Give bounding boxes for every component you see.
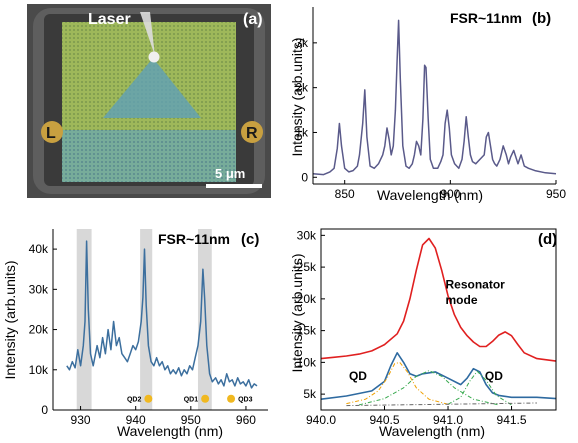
panel-c-ytick-label: 10k: [29, 363, 49, 377]
panel-c-xtick-label: 940: [126, 413, 146, 427]
panel-b-label: (b): [532, 10, 551, 27]
panel-d-ytick-label: 30k: [297, 228, 317, 242]
panel-c-qd-dot-label: QD1: [184, 397, 199, 404]
panel-c-qd-dot: [227, 394, 236, 403]
panel-b-ylabel: Intensity (arb.units): [289, 37, 305, 156]
panel-d-annotation: QD: [485, 369, 503, 383]
panel-b-xlabel: Wavelength (nm): [377, 187, 483, 203]
panel-d-xtick-label: 940.5: [369, 413, 399, 427]
laser-beam: [140, 12, 155, 56]
panel-d-chart: 940.0 940.5 941.0 941.5 5k 10k 15k 20k 25k 30k Res…: [289, 228, 557, 439]
panel-c-xtick-label: 960: [236, 413, 256, 427]
panel-b-ytick-label: 3k: [295, 36, 309, 50]
contact-pad-right: [241, 121, 263, 143]
panel-c-label: (c): [241, 231, 259, 248]
panel-c-ytick-label: 30k: [29, 282, 49, 296]
panel-c-xtick-label: 930: [71, 413, 91, 427]
scalebar: [206, 184, 262, 188]
panel-c-xtick-label: 950: [181, 413, 201, 427]
panel-c-qd-dot: [144, 394, 153, 403]
panel-d-xlabel: Wavelength (nm): [379, 423, 485, 439]
contact-left-label: L: [46, 125, 56, 142]
panel-d-ytick-label: 20k: [297, 292, 317, 306]
panel-d-ytick-label: 10k: [297, 355, 317, 369]
laser-label: Laser: [88, 11, 131, 28]
panel-c-qd-dot-label: QD3: [238, 397, 253, 404]
scalebar-label: 5 μm: [215, 166, 245, 181]
panel-b-series-0: [312, 19, 557, 176]
panel-d-frame: [320, 228, 557, 411]
panel-b-ytick-label: 0: [301, 170, 308, 184]
panel-c-qd-dot: [201, 394, 210, 403]
panel-b-ytick-label: 1k: [295, 125, 309, 139]
waveguide-taper: [103, 58, 201, 118]
panel-d-annotation: mode: [445, 293, 477, 307]
panel-d-annotation: QD: [349, 369, 367, 383]
panel-c-ytick-label: 40k: [29, 242, 49, 256]
panel-d-series-qd-green: [358, 370, 499, 406]
panel-d-series-qd-fit: [320, 351, 557, 400]
panel-c-series-0: [66, 240, 258, 389]
panel-b-fsr-annotation: FSR~11nm: [450, 10, 522, 26]
laser-spot: [148, 51, 160, 63]
panel-d-ylabel: Intensity (arb.units): [289, 253, 305, 372]
panel-d-ytick-label: 15k: [297, 324, 317, 338]
panel-c-chart: 930 940 950 960 0 10k 20k 30k 40k QD2 QD1 QD3 FSR~1…: [2, 229, 268, 439]
panel-b-xtick-label: 850: [335, 187, 355, 201]
panel-c-qd-dot-label: QD2: [127, 397, 142, 404]
panel-c-ylabel: Intensity (arb.units): [2, 260, 18, 379]
contact-pad-left: [41, 121, 63, 143]
panel-b-ytick-label: 2k: [295, 81, 309, 95]
panel-c-xlabel: Wavelength (nm): [117, 423, 223, 439]
panel-d-xtick-label: 941.0: [433, 413, 463, 427]
panel-a-micrograph: Laser (a) L R 5 μm: [27, 4, 271, 198]
panel-c-ytick-label: 0: [41, 403, 48, 417]
panel-b-chart: 850 900 950 0 1k 2k 3k FSR~11nm (b) Wavelength…: [289, 7, 566, 203]
panel-d-ytick-label: 25k: [297, 260, 317, 274]
panel-d-series-qd-green-2: [447, 370, 512, 406]
panel-b-xtick-label: 950: [546, 187, 566, 201]
panel-d-label: (d): [538, 231, 557, 248]
panel-c-ytick-label: 20k: [29, 323, 49, 337]
panel-d-annotation: Resonator: [445, 278, 505, 292]
contact-right-label: R: [246, 125, 258, 142]
panel-d-series-qd-orange: [346, 361, 449, 405]
panel-d-xtick-label: 940.0: [306, 413, 336, 427]
panel-b-xtick-label: 900: [440, 187, 460, 201]
panel-d-ytick-label: 5k: [303, 387, 317, 401]
panel-d-xtick-label: 941.5: [497, 413, 527, 427]
panel-c-fsr-annotation: FSR~11nm: [158, 231, 230, 247]
panel-a-label: (a): [243, 11, 263, 28]
panel-d-series-resonator: [320, 237, 557, 362]
lower-membrane-holes: [62, 130, 236, 182]
